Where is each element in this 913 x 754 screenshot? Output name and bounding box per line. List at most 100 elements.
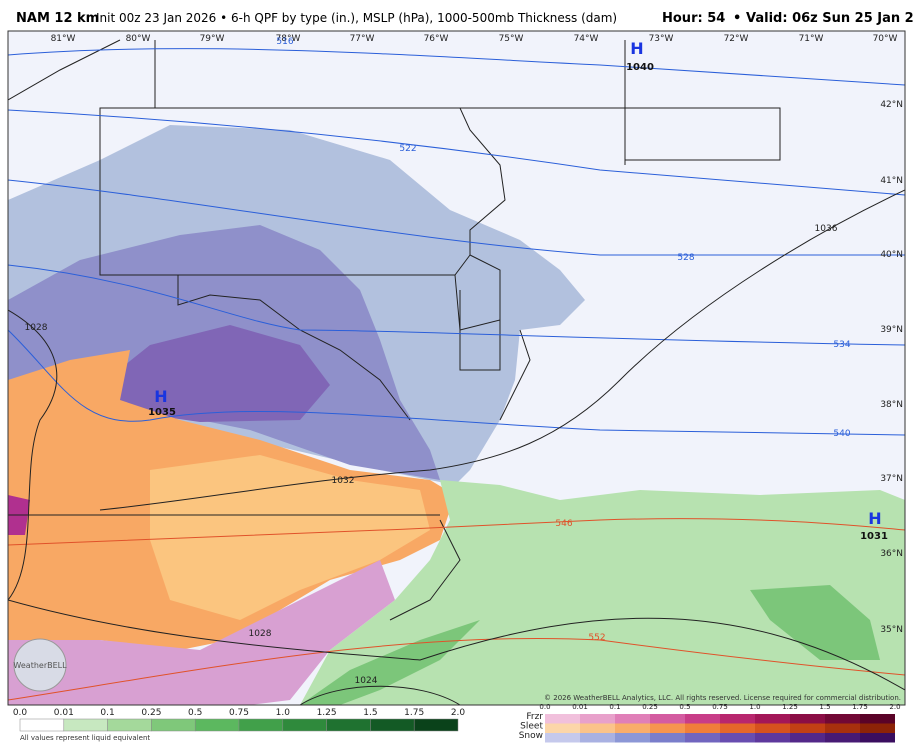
thickness-label: 546 <box>555 519 572 529</box>
rain-swatch <box>19 718 65 732</box>
high-symbol: H <box>154 387 167 406</box>
type-swatch <box>825 733 860 743</box>
longitude-label: 72°W <box>724 34 749 44</box>
high-pressure: 1040 <box>626 62 654 73</box>
type-swatch <box>650 714 685 724</box>
type-swatch <box>790 723 825 733</box>
thickness-label: 516 <box>276 37 293 47</box>
rain-mid <box>300 620 480 705</box>
type-tick: 0.01 <box>572 703 588 711</box>
rain-tick: 0.5 <box>188 708 202 718</box>
type-tick: 0.5 <box>679 703 690 711</box>
logo: WeatherBELL <box>13 661 67 670</box>
rain-swatch <box>326 718 371 732</box>
type-tick: 1.75 <box>852 703 868 711</box>
separator: • <box>733 11 741 26</box>
map: 81°W 80°W 79°W 78°W 77°W 76°W 75°W 74°W 73°W 72°W… <box>7 30 906 706</box>
rain-swatch <box>413 718 459 732</box>
longitude-label: 78°W <box>276 34 301 44</box>
type-swatch <box>615 714 650 724</box>
type-swatch <box>545 733 580 743</box>
type-swatch <box>580 714 615 724</box>
type-swatch <box>650 723 685 733</box>
type-swatch <box>685 714 720 724</box>
isobar-label: 1028 <box>25 323 48 333</box>
high-symbol: H <box>630 39 643 58</box>
type-swatch <box>790 714 825 724</box>
high-pressure: 1035 <box>148 407 176 418</box>
longitude-label: 79°W <box>200 34 225 44</box>
high-symbol: H <box>868 509 881 528</box>
type-swatch <box>615 723 650 733</box>
thickness-blue <box>8 48 905 436</box>
rain-mid <box>750 585 880 660</box>
logo-badge <box>13 638 67 692</box>
type-swatch <box>860 733 895 743</box>
longitude-label: 73°W <box>649 34 674 44</box>
copyright: © 2026 WeatherBELL Analytics, LLC. All r… <box>544 694 901 702</box>
isobar-label: 1032 <box>332 476 355 486</box>
rain-swatch <box>238 718 284 732</box>
type-swatch <box>755 733 790 743</box>
longitude-label: 81°W <box>51 34 76 44</box>
snow-heavy <box>100 325 330 422</box>
type-tick: 0.1 <box>609 703 620 711</box>
type-swatch <box>825 723 860 733</box>
rain-tick: 1.0 <box>276 708 291 718</box>
longitude-label: 75°W <box>499 34 524 44</box>
type-swatch <box>825 714 860 724</box>
type-swatch <box>685 733 720 743</box>
rain-tick: 0.75 <box>229 708 249 718</box>
type-swatch <box>720 723 755 733</box>
latitude-label: 40°N <box>880 250 903 260</box>
description: Init 00z 23 Jan 2026 • 6-h QPF by type (… <box>96 11 617 25</box>
longitude-label: 77°W <box>350 34 375 44</box>
longitude-label: 74°W <box>574 34 599 44</box>
frzr <box>8 560 395 705</box>
longitude-label: 71°W <box>799 34 824 44</box>
rain-tick: 1.25 <box>317 708 337 718</box>
latitude-label: 41°N <box>880 176 903 186</box>
type-swatch <box>720 714 755 724</box>
thickness-label: 534 <box>833 340 850 350</box>
latitude-label: 37°N <box>880 474 903 484</box>
legend-note: All values represent liquid equivalent <box>20 734 150 742</box>
rain-tick: 0.25 <box>141 708 161 718</box>
sleet-light <box>150 455 430 620</box>
type-swatch <box>580 733 615 743</box>
latitude-label: 36°N <box>880 549 903 559</box>
type-label: Frzr <box>526 712 543 722</box>
type-tick: 1.0 <box>749 703 760 711</box>
latitude-label: 42°N <box>880 100 903 110</box>
rain-tick: 2.0 <box>451 708 466 718</box>
isobar-label: 1036 <box>815 224 838 234</box>
type-tick: 0.25 <box>642 703 658 711</box>
type-swatch <box>790 733 825 743</box>
thickness-red <box>8 518 905 701</box>
type-tick: 2.0 <box>889 703 900 711</box>
longitude-label: 76°W <box>424 34 449 44</box>
latitude-label: 35°N <box>880 625 903 635</box>
type-swatch <box>650 733 685 743</box>
latitude-label: 38°N <box>880 400 903 410</box>
legend: 0.0 0.01 0.1 0.25 0.5 0.75 1.0 1.25 1.5 1.75 2.0 Al… <box>13 703 901 743</box>
type-swatch <box>720 733 755 743</box>
type-swatch <box>755 714 790 724</box>
longitude-label: 70°W <box>873 34 898 44</box>
rain-swatch <box>63 718 108 732</box>
isobar-label: 1028 <box>249 629 272 639</box>
type-tick: 1.25 <box>782 703 798 711</box>
hour: Hour: 54 <box>662 11 725 26</box>
type-label: Snow <box>519 731 543 741</box>
high-pressure: 1031 <box>860 531 888 542</box>
rain-swatch <box>282 718 327 732</box>
type-tick: 1.5 <box>819 703 830 711</box>
type-swatch <box>860 723 895 733</box>
map-frame <box>7 30 906 706</box>
rain-tick: 1.5 <box>363 708 377 718</box>
type-label: Sleet <box>520 722 543 732</box>
type-tick: 0.75 <box>712 703 728 711</box>
type-swatch <box>545 714 580 724</box>
thickness-label: 528 <box>677 253 694 263</box>
